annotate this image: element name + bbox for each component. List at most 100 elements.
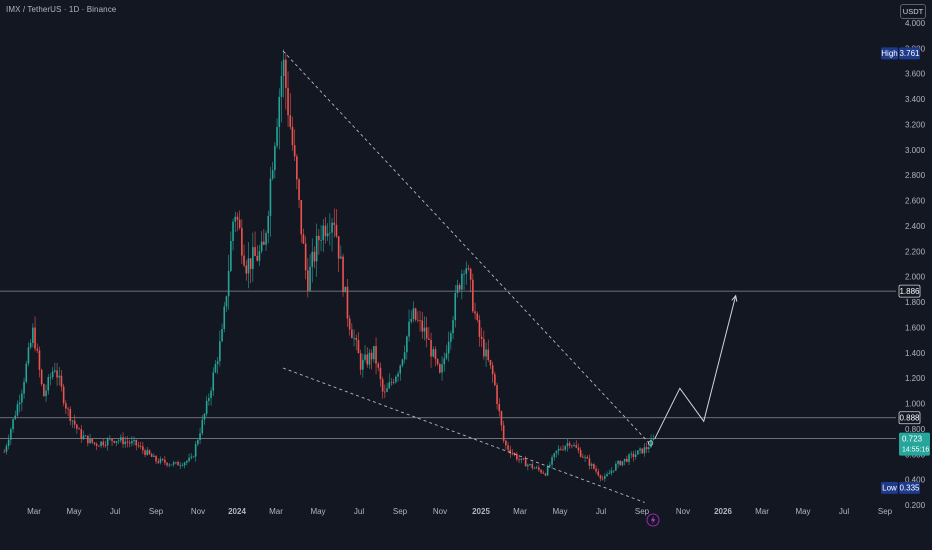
candle-body xyxy=(245,265,248,274)
candle-body xyxy=(29,342,32,348)
candle-body xyxy=(491,365,494,375)
candle-body xyxy=(89,438,91,444)
candle-body xyxy=(236,216,239,220)
candle-body xyxy=(34,327,36,349)
candle-body xyxy=(194,444,197,457)
candle-body xyxy=(381,379,384,392)
candle-body xyxy=(221,328,223,342)
candle-body xyxy=(533,467,536,469)
y-tick-label: 0.400 xyxy=(905,476,926,485)
wedge-lower-trendline[interactable] xyxy=(282,367,645,503)
x-tick-label: Nov xyxy=(433,507,447,516)
candle-body xyxy=(379,367,382,380)
candle-body xyxy=(49,377,52,378)
candle-body xyxy=(155,455,157,462)
currency-button[interactable]: USDT xyxy=(900,4,926,19)
candle-body xyxy=(172,462,175,465)
candle-body xyxy=(443,358,446,365)
candle-body xyxy=(256,255,259,261)
candle-body xyxy=(362,359,364,370)
y-tick-label: 0.200 xyxy=(905,501,926,510)
x-tick-label: Jul xyxy=(839,507,849,516)
y-tick-label: 3.400 xyxy=(905,95,926,104)
candle-body xyxy=(619,460,622,466)
candle-body xyxy=(214,364,217,373)
candle-body xyxy=(615,463,617,471)
candle-body xyxy=(652,438,655,440)
svg-text:0.723: 0.723 xyxy=(902,435,923,444)
candle-body xyxy=(179,465,182,467)
candle-body xyxy=(353,337,355,339)
candle-body xyxy=(507,445,509,450)
candle-body xyxy=(62,386,65,404)
candle-body xyxy=(161,458,164,460)
y-tick-label: 4.000 xyxy=(905,19,926,28)
candle-body xyxy=(577,447,580,451)
candle-body xyxy=(518,459,520,461)
candle-body xyxy=(56,370,58,378)
y-tick-label: 1.600 xyxy=(905,323,926,332)
candle-body xyxy=(175,462,177,463)
candle-body xyxy=(414,308,417,320)
y-tick-label: 2.200 xyxy=(905,247,926,256)
projection-arrowhead xyxy=(731,294,738,302)
candle-body xyxy=(494,374,496,386)
candle-body xyxy=(337,236,340,259)
candle-body xyxy=(555,450,558,454)
candle-body xyxy=(113,440,116,443)
candle-body xyxy=(342,256,344,293)
candle-body xyxy=(485,349,487,357)
candle-body xyxy=(76,424,78,429)
projection-path[interactable] xyxy=(654,295,737,440)
candle-body xyxy=(586,456,589,459)
candle-body xyxy=(441,364,443,373)
candle-body xyxy=(375,346,377,364)
svg-text:14:55:16: 14:55:16 xyxy=(902,447,929,454)
symbol-title: IMX / TetherUS · 1D · Binance xyxy=(6,5,117,14)
candle-body xyxy=(267,215,270,234)
candle-body xyxy=(322,225,325,241)
candle-body xyxy=(610,470,613,474)
candle-body xyxy=(166,462,168,466)
candle-body xyxy=(326,233,329,237)
candle-body xyxy=(366,354,369,365)
candle-body xyxy=(465,268,468,274)
current-price-badge: 0.723 14:55:16 xyxy=(899,432,930,456)
candle-body xyxy=(562,449,564,451)
candle-body xyxy=(606,474,608,477)
candle-body xyxy=(628,454,630,462)
candle-body xyxy=(12,418,14,430)
y-tick-label: 3.600 xyxy=(905,70,926,79)
candle-body xyxy=(445,353,448,359)
x-tick-label: Jul xyxy=(110,507,120,516)
svg-text:High: High xyxy=(881,49,897,58)
candle-body xyxy=(531,464,534,468)
candle-body xyxy=(467,268,470,270)
candle-body xyxy=(599,475,602,479)
candle-body xyxy=(181,465,184,467)
candle-body xyxy=(469,268,472,280)
candle-body xyxy=(406,336,408,353)
lightning-event-icon[interactable] xyxy=(646,513,660,527)
candle-body xyxy=(60,375,63,387)
candle-body xyxy=(575,445,578,448)
y-tick-label: 2.400 xyxy=(905,222,926,231)
candle-body xyxy=(122,437,124,445)
candle-body xyxy=(67,408,69,410)
candle-body xyxy=(27,347,30,364)
candle-body xyxy=(377,363,380,368)
candle-body xyxy=(271,170,274,179)
candle-body xyxy=(91,438,94,443)
candle-body xyxy=(439,364,441,373)
candle-body xyxy=(102,441,105,446)
candle-body xyxy=(544,473,547,476)
candle-body xyxy=(223,306,226,329)
candle-body xyxy=(650,439,652,448)
candle-body xyxy=(16,404,19,416)
candle-body xyxy=(593,464,595,469)
candle-body xyxy=(432,349,435,357)
candle-body xyxy=(40,369,43,385)
candle-body xyxy=(58,375,61,378)
